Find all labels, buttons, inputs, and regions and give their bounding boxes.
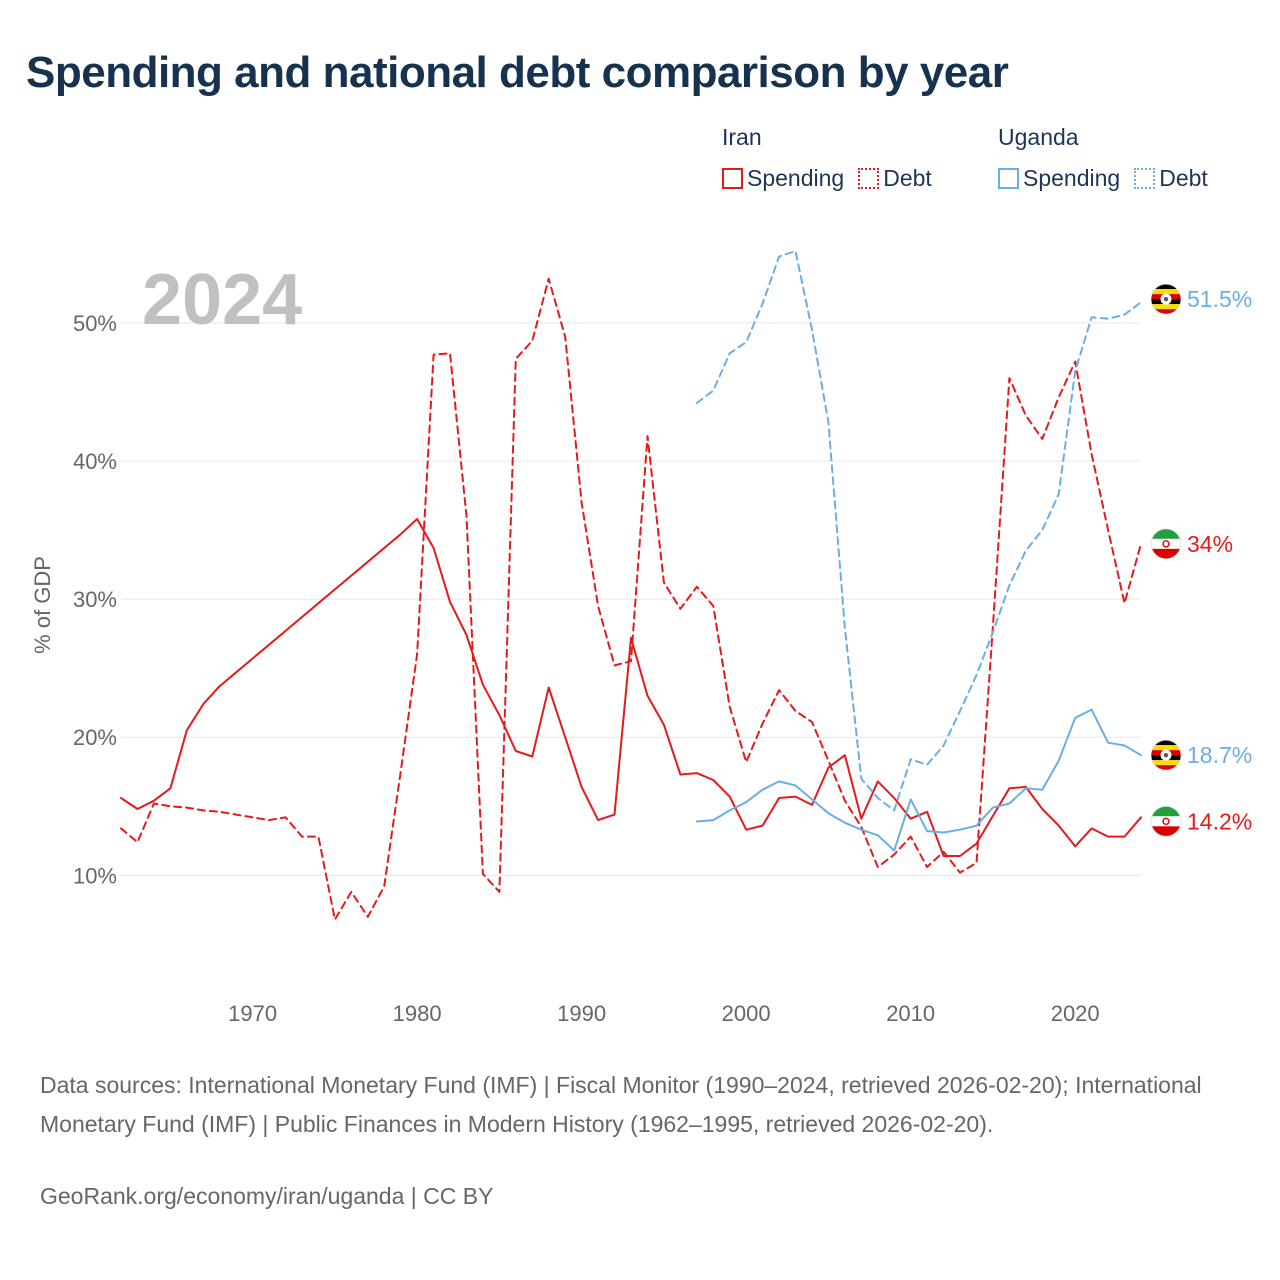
- x-tick-label: 1980: [393, 1001, 442, 1026]
- series-line-uganda-spending: [695, 708, 1142, 852]
- x-tick-label: 2010: [886, 1001, 935, 1026]
- legend-item-uganda-debt[interactable]: Debt: [1134, 165, 1208, 192]
- x-tick-label: 1990: [557, 1001, 606, 1026]
- x-tick-label: 2000: [722, 1001, 771, 1026]
- legend-country-uganda: Uganda: [998, 124, 1079, 150]
- legend-swatch-solid: [722, 168, 743, 189]
- series-line-iran-spending: [120, 518, 1142, 857]
- legend-swatch-dotted: [858, 168, 880, 189]
- legend-item-iran-debt[interactable]: Debt: [858, 165, 932, 192]
- series: [120, 250, 1142, 921]
- legend-item-uganda-spending[interactable]: Spending: [998, 165, 1120, 192]
- end-value-label: 14.2%: [1187, 808, 1252, 834]
- legend: Iran Spending Debt Uganda Spending Debt: [722, 124, 1262, 204]
- legend-country-iran: Iran: [722, 124, 762, 150]
- x-axis-ticks: 1970 1980 1990 2000 2010 2020: [228, 1001, 1100, 1026]
- uganda-flag-icon: [1150, 739, 1182, 771]
- y-tick-label: 20%: [73, 725, 117, 750]
- series-line-uganda-debt: [695, 250, 1142, 812]
- chart-title: Spending and national debt comparison by…: [26, 48, 1009, 97]
- y-tick-label: 30%: [73, 587, 117, 612]
- legend-label: Debt: [1159, 165, 1208, 191]
- legend-swatch-solid: [998, 168, 1019, 189]
- data-sources: Data sources: International Monetary Fun…: [40, 1072, 1202, 1137]
- iran-flag-icon: [1150, 528, 1182, 560]
- legend-item-iran-spending[interactable]: Spending: [722, 165, 844, 192]
- end-value-label: 18.7%: [1187, 742, 1252, 768]
- series-line-iran-debt: [120, 277, 1142, 921]
- iran-flag-icon: [1150, 805, 1182, 837]
- end-value-label: 34%: [1187, 531, 1233, 557]
- year-watermark: 2024: [142, 260, 302, 340]
- legend-group-uganda: Uganda Spending Debt: [998, 124, 1208, 192]
- x-tick-label: 2020: [1051, 1001, 1100, 1026]
- y-tick-label: 50%: [73, 311, 117, 336]
- grid: [121, 322, 1141, 876]
- x-tick-label: 1970: [228, 1001, 277, 1026]
- credit-link[interactable]: GeoRank.org/economy/iran/uganda | CC BY: [40, 1183, 494, 1209]
- uganda-flag-icon: [1150, 283, 1182, 315]
- y-tick-label: 10%: [73, 863, 117, 888]
- y-axis-label: % of GDP: [30, 556, 55, 654]
- line-chart: 2024 % of GDP 10%20%30%40%50% 1970 1980 19…: [30, 250, 1252, 1026]
- y-axis-ticks: 10% 20% 30% 40% 50%: [73, 311, 117, 888]
- legend-swatch-dotted: [1134, 168, 1156, 189]
- legend-label: Spending: [1023, 165, 1121, 191]
- legend-group-iran: Iran Spending Debt: [722, 124, 946, 192]
- end-value-label: 51.5%: [1187, 286, 1252, 312]
- legend-label: Debt: [883, 165, 932, 191]
- end-labels: 14.2% 34% 18.7% 51.5%: [1150, 283, 1252, 837]
- legend-label: Spending: [747, 165, 845, 191]
- y-tick-label: 40%: [73, 449, 117, 474]
